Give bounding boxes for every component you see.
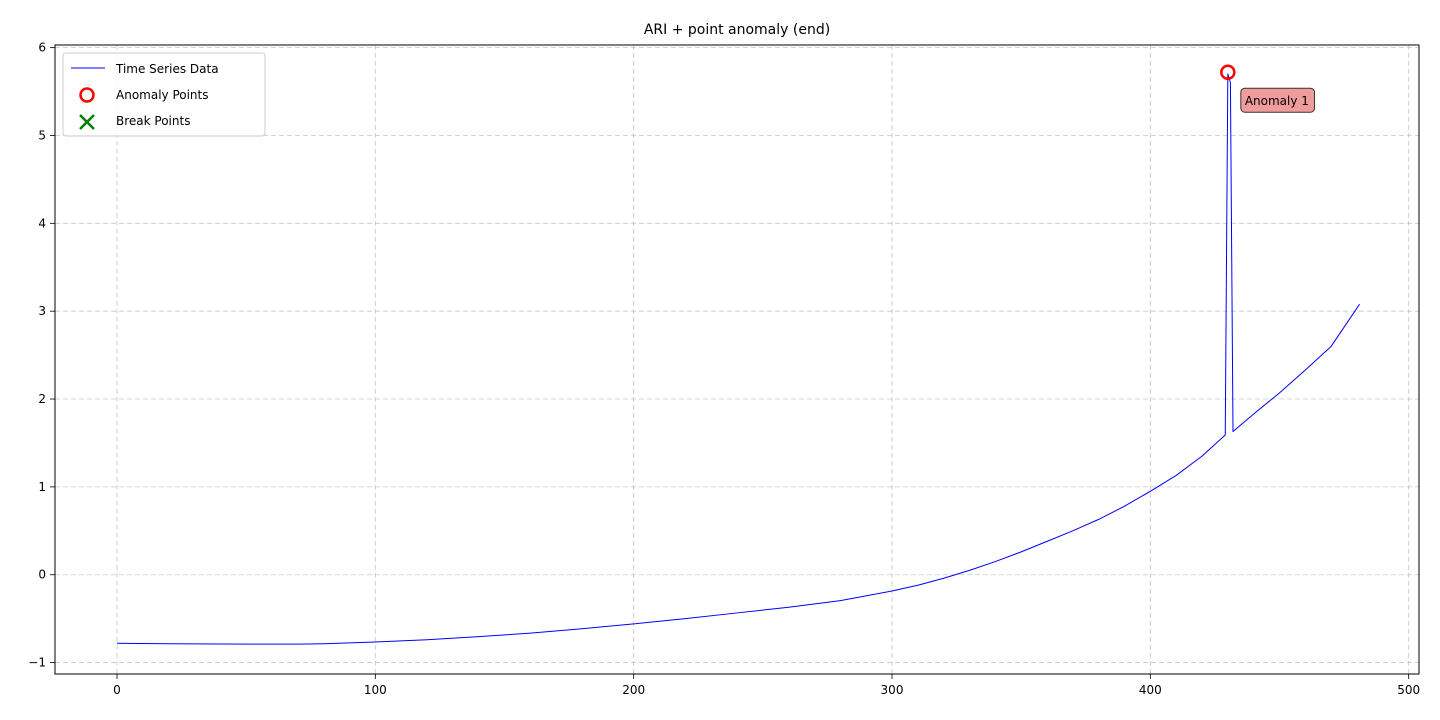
series-line xyxy=(116,73,1360,645)
chart-title: ARI + point anomaly (end) xyxy=(644,22,830,38)
x-tick-label: 100 xyxy=(364,683,387,697)
anomaly-markers xyxy=(1220,64,1236,80)
axis-ticks: 0 100 200 300 400 500 −1 0 1 2 3 4 5 6 xyxy=(28,41,1420,697)
legend-label: Anomaly Points xyxy=(116,88,209,102)
annotation-label: Anomaly 1 xyxy=(1245,94,1309,108)
legend-box xyxy=(62,52,266,137)
annotations: Anomaly 1 xyxy=(1240,87,1316,113)
y-tick-label: 2 xyxy=(38,392,46,406)
y-tick-label: −1 xyxy=(28,656,46,670)
y-tick-label: 3 xyxy=(38,304,46,318)
y-tick-label: 0 xyxy=(38,568,46,582)
y-tick-label: 4 xyxy=(38,216,46,230)
y-tick-label: 5 xyxy=(38,128,46,142)
x-tick-label: 400 xyxy=(1139,683,1162,697)
x-tick-label: 500 xyxy=(1397,683,1420,697)
x-tick-label: 200 xyxy=(622,683,645,697)
y-tick-label: 1 xyxy=(38,480,46,494)
x-tick-label: 300 xyxy=(881,683,904,697)
x-tick-label: 0 xyxy=(113,683,121,697)
anomaly-marker xyxy=(1220,64,1236,80)
legend-break-icon xyxy=(79,114,95,130)
plot-frame xyxy=(54,44,1420,675)
legend-label: Time Series Data xyxy=(115,62,219,76)
annotation-box xyxy=(1240,87,1316,113)
series-layer xyxy=(116,73,1360,645)
grid xyxy=(55,45,1419,674)
y-tick-label: 6 xyxy=(38,41,46,55)
legend: Time Series Data Anomaly Points Break Poin… xyxy=(62,52,266,137)
legend-anomaly-icon xyxy=(79,87,95,103)
legend-label: Break Points xyxy=(116,114,190,128)
